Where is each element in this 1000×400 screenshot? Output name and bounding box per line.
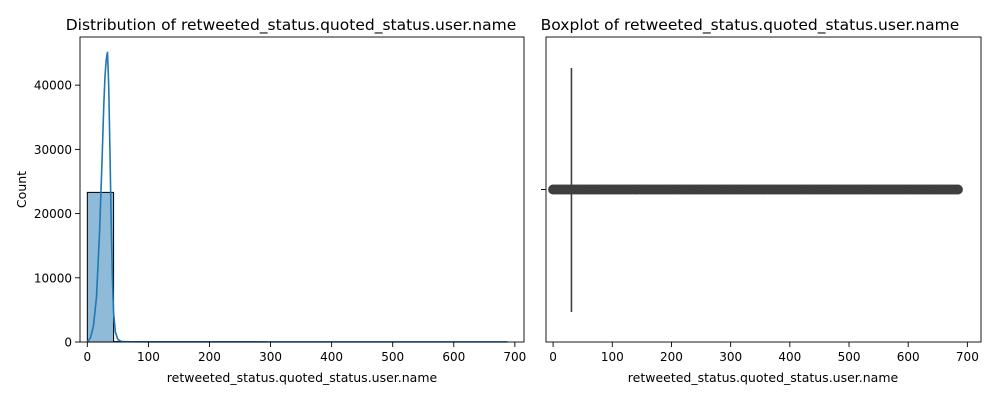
histogram-y-tick-label: 30000 [34,143,72,157]
histogram-x-ticks: 0 100 200 300 400 500 600 700 [84,342,526,364]
histogram-x-tick-label: 200 [198,350,221,364]
histogram-chart: Distribution of retweeted_status.quoted_… [14,16,526,385]
boxplot-x-tick-label: 0 [549,350,557,364]
histogram-x-tick-label: 100 [137,350,160,364]
boxplot-x-ticks: 0 100 200 300 400 500 600 700 [549,342,979,364]
histogram-x-tick-label: 600 [442,350,465,364]
kde-line [86,51,508,343]
boxplot-x-tick-label: 700 [956,350,979,364]
boxplot-outliers [548,184,963,195]
histogram-y-ticks: 0 10000 20000 30000 40000 [34,79,80,350]
boxplot-x-tick-label: 300 [719,350,742,364]
boxplot-x-tick-label: 100 [601,350,624,364]
histogram-x-tick-label: 700 [503,350,526,364]
histogram-x-tick-label: 500 [381,350,404,364]
histogram-y-tick-label: 40000 [34,79,72,93]
histogram-y-tick-label: 10000 [34,271,72,285]
boxplot-chart: Boxplot of retweeted_status.quoted_statu… [541,16,982,385]
histogram-x-tick-label: 400 [320,350,343,364]
boxplot-outlier-point [952,184,963,195]
histogram-axes-frame [79,36,525,343]
histogram-y-tick-label: 20000 [34,207,72,221]
boxplot-x-label: retweeted_status.quoted_status.user.name [628,370,899,385]
histogram-x-tick-label: 300 [259,350,282,364]
histogram-x-tick-label: 0 [84,350,92,364]
histogram-title: Distribution of retweeted_status.quoted_… [66,16,517,35]
boxplot-x-tick-label: 400 [778,350,801,364]
boxplot-x-tick-label: 500 [838,350,861,364]
boxplot-x-tick-label: 600 [897,350,920,364]
histogram-y-label: Count [14,171,29,208]
histogram-y-tick-label: 0 [64,336,72,350]
boxplot-title: Boxplot of retweeted_status.quoted_statu… [541,16,960,35]
histogram-bars [86,191,509,343]
boxplot-x-tick-label: 200 [660,350,683,364]
histogram-x-label: retweeted_status.quoted_status.user.name [167,370,438,385]
